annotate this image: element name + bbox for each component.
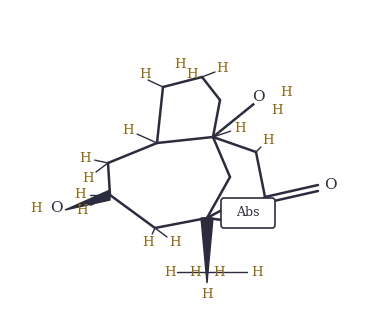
- Text: H: H: [30, 202, 42, 215]
- Text: H: H: [186, 69, 198, 82]
- Text: H: H: [216, 62, 228, 75]
- Text: H: H: [213, 265, 225, 278]
- FancyBboxPatch shape: [221, 198, 275, 228]
- Text: H: H: [280, 87, 292, 100]
- Polygon shape: [201, 218, 213, 283]
- Text: H: H: [174, 58, 186, 71]
- Text: H: H: [271, 104, 283, 117]
- Text: O: O: [324, 178, 336, 192]
- Text: Abs: Abs: [236, 206, 260, 220]
- Text: H: H: [189, 265, 201, 278]
- Text: H: H: [142, 236, 154, 250]
- Polygon shape: [65, 190, 110, 210]
- Text: H: H: [234, 121, 246, 135]
- Text: O: O: [252, 90, 264, 104]
- Text: H: H: [79, 151, 91, 165]
- Text: H: H: [262, 133, 274, 147]
- Text: H: H: [139, 69, 151, 82]
- Text: O: O: [50, 201, 62, 215]
- Text: H: H: [82, 172, 94, 185]
- Text: H: H: [201, 288, 213, 301]
- Text: H: H: [74, 189, 86, 202]
- Text: H: H: [164, 265, 176, 278]
- Text: H: H: [122, 124, 134, 137]
- Text: H: H: [251, 265, 263, 278]
- Text: H: H: [169, 236, 181, 250]
- Text: H: H: [76, 204, 88, 216]
